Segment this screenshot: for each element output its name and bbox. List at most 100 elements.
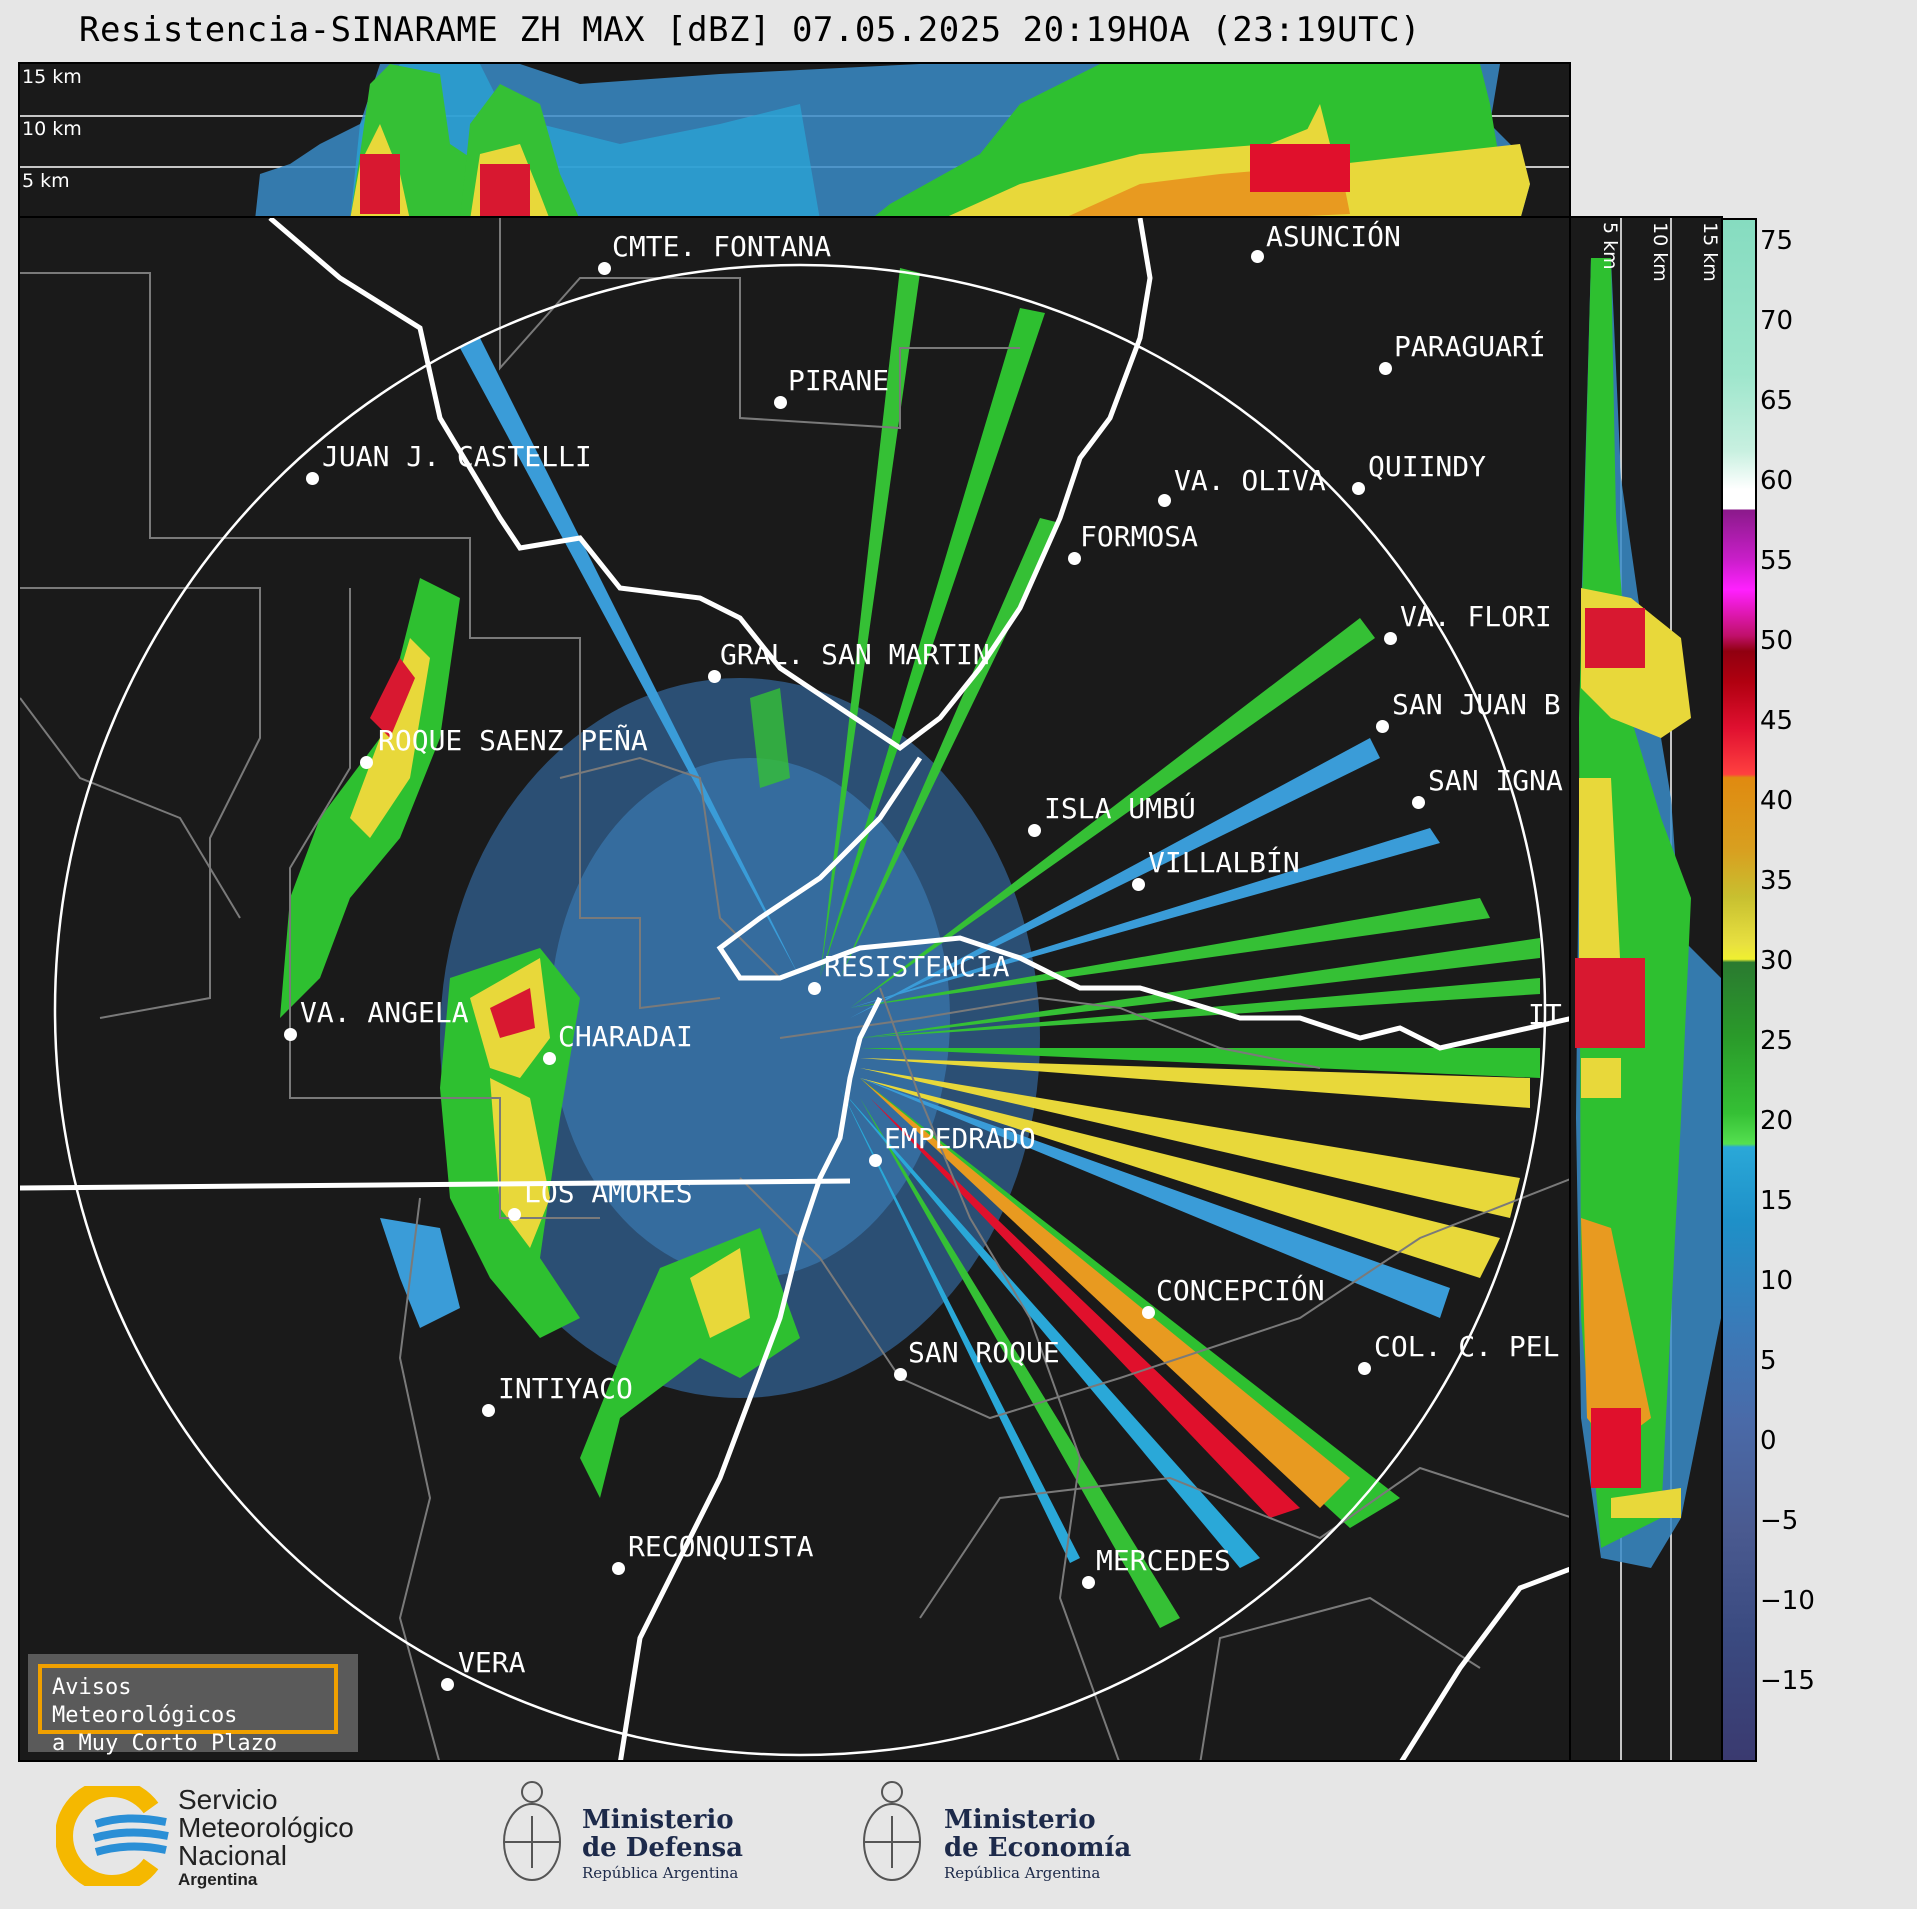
city-label-san-igna: SAN IGNA (1428, 764, 1563, 797)
colorbar-tick: 70 (1760, 306, 1794, 336)
smn-logo-text: Servicio Meteorológico Nacional Argentin… (178, 1786, 354, 1890)
city-label-quiindy: QUIINDY (1368, 450, 1487, 483)
economia-line-1: Ministerio (944, 1805, 1096, 1835)
coat-of-arms-icon (503, 1781, 561, 1881)
city-label-villalbin: VILLALBÍN (1148, 846, 1300, 879)
city-label-asuncion: ASUNCIÓN (1266, 220, 1401, 253)
economia-subtitle: República Argentina (944, 1864, 1101, 1882)
smn-line-4: Argentina (178, 1870, 258, 1889)
notice-box: Avisos Meteorológicos a Muy Corto Plazo (28, 1654, 358, 1756)
notice-line-2: a Muy Corto Plazo (52, 1731, 278, 1756)
colorbar-tick: 25 (1760, 1026, 1794, 1056)
city-dot (441, 1678, 454, 1691)
city-dot (1132, 878, 1145, 891)
height-label-15km: 15 km (22, 66, 82, 88)
colorbar-tick: 30 (1760, 946, 1794, 976)
map-title: Resistencia-SINARAME ZH MAX [dBZ] 07.05.… (78, 10, 1422, 50)
colorbar-tick: 20 (1760, 1106, 1794, 1136)
colorbar-tick: 35 (1760, 866, 1794, 896)
city-dot (1068, 552, 1081, 565)
colorbar-tick: 5 (1760, 1346, 1777, 1376)
rivers (20, 218, 1569, 1760)
city-label-va-oliva: VA. OLIVA (1174, 464, 1326, 497)
city-dot (1082, 1576, 1095, 1589)
city-dot (1412, 796, 1425, 809)
defensa-line-1: Ministerio (582, 1805, 734, 1835)
city-label-col-c-pel: COL. C. PEL (1374, 1330, 1560, 1363)
radar-map (20, 218, 1569, 1760)
city-label-los-amores: LOS AMORES (524, 1176, 693, 1209)
city-label-roque-saenz-pena: ROQUE SAENZ PEÑA (378, 724, 648, 757)
city-label-it: IT (1528, 998, 1562, 1031)
city-label-gral-san-martin: GRAL. SAN MARTIN (720, 638, 990, 671)
side-cross-section-plot (1575, 218, 1721, 1760)
smn-logo-icon (56, 1786, 169, 1886)
economia-logo-text: Ministerio de Economía (944, 1806, 1131, 1862)
city-label-va-angela: VA. ANGELA (300, 996, 469, 1029)
defensa-logo-text: Ministerio de Defensa (582, 1806, 743, 1862)
city-dot (508, 1208, 521, 1221)
colorbar-tick: 0 (1760, 1426, 1777, 1456)
city-dot (543, 1052, 556, 1065)
city-label-vera: VERA (458, 1646, 526, 1679)
notice-line-1: Avisos Meteorológicos (52, 1675, 238, 1728)
city-label-resistencia: RESISTENCIA (824, 950, 1010, 983)
city-dot (708, 670, 721, 683)
defensa-line-2: de Defensa (582, 1833, 743, 1863)
colorbar-tick: 55 (1760, 546, 1794, 576)
smn-line-1: Servicio (178, 1784, 278, 1815)
side-height-label-5km: 5 km (1599, 222, 1621, 270)
city-dot (1379, 362, 1392, 375)
city-dot (774, 396, 787, 409)
city-label-charadai: CHARADAI (558, 1020, 693, 1053)
colorbar-tick: 65 (1760, 386, 1794, 416)
reflectivity-colorbar (1721, 218, 1757, 1762)
colorbar-tick: 10 (1760, 1266, 1794, 1296)
city-label-san-juan-b: SAN JUAN B (1392, 688, 1561, 721)
city-dot (1028, 824, 1041, 837)
city-label-mercedes: MERCEDES (1096, 1544, 1231, 1577)
height-label-5km: 5 km (22, 170, 70, 192)
colorbar-tick: −10 (1760, 1586, 1815, 1616)
city-dot (612, 1562, 625, 1575)
city-dot (1358, 1362, 1371, 1375)
city-dot (894, 1368, 907, 1381)
city-label-san-roque: SAN ROQUE (908, 1336, 1060, 1369)
side-height-label-10km: 10 km (1649, 222, 1671, 282)
city-dot-radar-site (808, 982, 821, 995)
colorbar-tick: 50 (1760, 626, 1794, 656)
city-dot (1376, 720, 1389, 733)
city-label-va-flori: VA. FLORI (1400, 600, 1552, 633)
storm-cells (280, 578, 800, 1498)
city-label-paraguari: PARAGUARÍ (1394, 330, 1546, 363)
city-label-intiyaco: INTIYACO (498, 1372, 633, 1405)
city-dot (1142, 1306, 1155, 1319)
province-boundaries (20, 218, 1569, 1760)
colorbar-tick: 15 (1760, 1186, 1794, 1216)
city-label-isla-umbu: ISLA UMBÚ (1044, 792, 1196, 825)
economia-line-2: de Economía (944, 1833, 1132, 1863)
side-height-label-15km: 15 km (1699, 222, 1721, 282)
city-label-formosa: FORMOSA (1080, 520, 1199, 553)
radar-map-panel: CMTE. FONTANA ASUNCIÓN PIRANE PARAGUARÍ … (18, 216, 1571, 1762)
city-dot (1251, 250, 1264, 263)
city-dot (869, 1154, 882, 1167)
coat-of-arms-icon (863, 1781, 921, 1881)
smn-line-2: Meteorológico (178, 1812, 354, 1843)
top-cross-section-panel: 15 km 10 km 5 km (18, 62, 1571, 218)
city-label-cmte-fontana: CMTE. FONTANA (612, 230, 832, 263)
city-label-reconquista: RECONQUISTA (628, 1530, 814, 1563)
side-cross-section-panel: 5 km 10 km 15 km (1569, 216, 1723, 1762)
notice-frame: Avisos Meteorológicos a Muy Corto Plazo (38, 1664, 338, 1756)
city-label-empedrado: EMPEDRADO (884, 1122, 1036, 1155)
smn-line-3: Nacional (178, 1840, 287, 1871)
defensa-subtitle: República Argentina (582, 1864, 739, 1882)
city-dot (1384, 632, 1397, 645)
city-dot (360, 756, 373, 769)
colorbar-tick: 75 (1760, 226, 1794, 256)
range-ring (53, 263, 1547, 1757)
city-dot (1352, 482, 1365, 495)
colorbar-tick: 40 (1760, 786, 1794, 816)
city-dot (1158, 494, 1171, 507)
city-dot (284, 1028, 297, 1041)
